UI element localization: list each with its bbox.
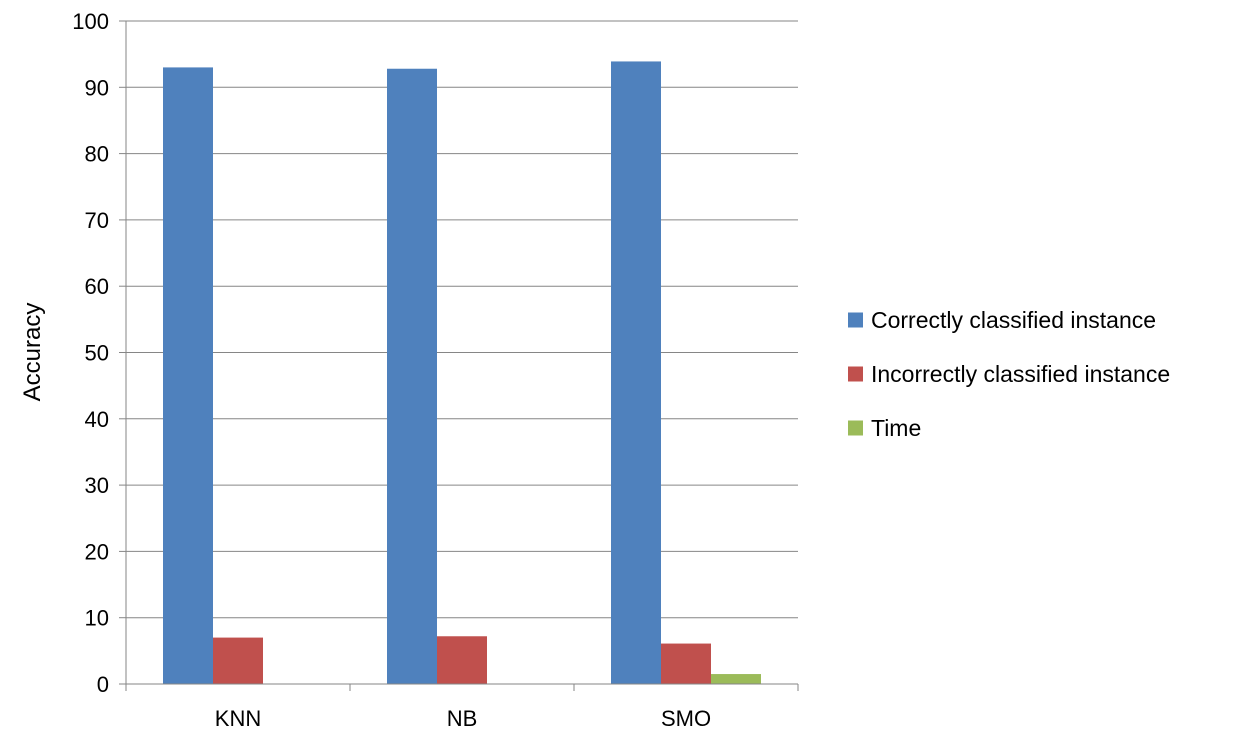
bars xyxy=(163,61,761,685)
bar-smo-series-1 xyxy=(611,61,661,685)
x-tick-label: NB xyxy=(447,706,478,731)
bar-knn-series-2 xyxy=(213,637,263,684)
y-tick-label: 0 xyxy=(97,672,109,697)
y-axis-title: Accuracy xyxy=(19,303,46,402)
bar-smo-series-2 xyxy=(661,643,711,684)
y-tick-label: 70 xyxy=(85,208,109,233)
x-tick-labels: KNN NB SMO xyxy=(215,706,711,731)
legend-label: Incorrectly classified instance xyxy=(871,361,1170,387)
y-tick-label: 30 xyxy=(85,473,109,498)
axes xyxy=(119,20,799,691)
bar-nb-series-2 xyxy=(437,636,487,684)
y-tick-label: 20 xyxy=(85,539,109,564)
y-tick-label: 100 xyxy=(72,9,109,34)
legend-swatch xyxy=(848,420,863,436)
y-tick-label: 50 xyxy=(85,341,109,366)
gridlines xyxy=(126,20,798,619)
bar-nb-series-1 xyxy=(387,68,437,684)
y-tick-label: 40 xyxy=(85,407,109,432)
y-tick-label: 10 xyxy=(85,606,109,631)
legend-label: Time xyxy=(871,415,921,441)
legend-swatch xyxy=(848,366,863,382)
x-tick-label: KNN xyxy=(215,706,261,731)
x-tick-label: SMO xyxy=(661,706,711,731)
legend-label: Correctly classified instance xyxy=(871,307,1156,333)
legend-swatch xyxy=(848,312,863,328)
legend: Correctly classified instance Incorrectly… xyxy=(848,307,1170,441)
y-tick-label: 90 xyxy=(85,75,109,100)
bar-smo-series-3 xyxy=(711,674,761,684)
y-tick-labels: 0 10 20 30 40 50 60 70 80 90 100 xyxy=(72,9,109,697)
y-tick-label: 80 xyxy=(85,142,109,167)
bar-knn-series-1 xyxy=(163,67,213,684)
y-tick-label: 60 xyxy=(85,274,109,299)
